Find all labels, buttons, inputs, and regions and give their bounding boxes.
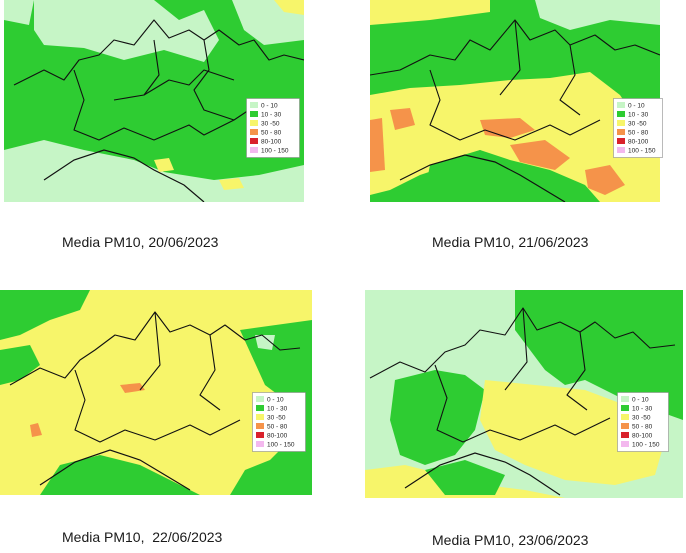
legend-label: 0 - 10 bbox=[628, 103, 645, 110]
legend-label: 30 -50 bbox=[261, 121, 280, 128]
legend-4: 0 - 10 10 - 30 30 -50 50 - 80 80-100 100 - 15… bbox=[617, 392, 669, 452]
caption-4: Media PM10, 23/06/2023 bbox=[432, 532, 589, 548]
legend-label: 80-100 bbox=[261, 139, 282, 146]
legend-2: 0 - 10 10 - 30 30 -50 50 - 80 80-100 100 - 15… bbox=[613, 98, 663, 158]
legend-label: 30 -50 bbox=[267, 415, 286, 422]
pm10-map-2 bbox=[370, 0, 660, 202]
legend-swatch bbox=[617, 138, 625, 144]
legend-label: 10 - 30 bbox=[261, 112, 282, 119]
legend-swatch bbox=[621, 441, 629, 447]
legend-swatch bbox=[256, 396, 264, 402]
legend-swatch bbox=[250, 138, 258, 144]
legend-swatch bbox=[256, 414, 264, 420]
legend-label: 0 - 10 bbox=[632, 397, 649, 404]
legend-3: 0 - 10 10 - 30 30 -50 50 - 80 80-100 100 - 15… bbox=[252, 392, 306, 452]
legend-label: 100 - 150 bbox=[628, 148, 656, 155]
legend-swatch bbox=[621, 423, 629, 429]
legend-swatch bbox=[250, 147, 258, 153]
legend-label: 80-100 bbox=[628, 139, 649, 146]
legend-1: 0 - 10 10 - 30 30 -50 50 - 80 80-100 100 - 15… bbox=[246, 98, 300, 158]
legend-label: 30 -50 bbox=[632, 415, 651, 422]
legend-swatch bbox=[256, 441, 264, 447]
legend-label: 0 - 10 bbox=[261, 103, 278, 110]
legend-entries-2: 0 - 10 10 - 30 30 -50 50 - 80 80-100 100 - 15… bbox=[617, 102, 656, 155]
legend-label: 30 -50 bbox=[628, 121, 647, 128]
legend-label: 50 - 80 bbox=[261, 130, 282, 137]
legend-swatch bbox=[621, 396, 629, 402]
legend-swatch bbox=[250, 120, 258, 126]
legend-swatch bbox=[250, 111, 258, 117]
legend-swatch bbox=[250, 102, 258, 108]
legend-swatch bbox=[256, 432, 264, 438]
legend-swatch bbox=[617, 120, 625, 126]
caption-1: Media PM10, 20/06/2023 bbox=[62, 234, 219, 250]
legend-entries-3: 0 - 10 10 - 30 30 -50 50 - 80 80-100 100 - 15… bbox=[256, 396, 295, 449]
caption-3: Media PM10, 22/06/2023 bbox=[62, 529, 223, 545]
legend-label: 80-100 bbox=[632, 433, 653, 440]
legend-entries-4: 0 - 10 10 - 30 30 -50 50 - 80 80-100 100 - 15… bbox=[621, 396, 660, 449]
legend-label: 10 - 30 bbox=[267, 406, 288, 413]
legend-label: 50 - 80 bbox=[267, 424, 288, 431]
legend-label: 50 - 80 bbox=[632, 424, 653, 431]
legend-swatch bbox=[617, 129, 625, 135]
legend-swatch bbox=[621, 414, 629, 420]
legend-swatch bbox=[621, 432, 629, 438]
legend-swatch bbox=[621, 405, 629, 411]
legend-swatch bbox=[256, 423, 264, 429]
legend-swatch bbox=[617, 147, 625, 153]
legend-label: 50 - 80 bbox=[628, 130, 649, 137]
legend-label: 100 - 150 bbox=[267, 442, 295, 449]
legend-label: 100 - 150 bbox=[632, 442, 660, 449]
legend-label: 0 - 10 bbox=[267, 397, 284, 404]
legend-swatch bbox=[250, 129, 258, 135]
legend-label: 80-100 bbox=[267, 433, 288, 440]
legend-swatch bbox=[256, 405, 264, 411]
caption-2: Media PM10, 21/06/2023 bbox=[432, 234, 589, 250]
legend-label: 100 - 150 bbox=[261, 148, 289, 155]
legend-swatch bbox=[617, 111, 625, 117]
legend-label: 10 - 30 bbox=[628, 112, 649, 119]
legend-entries-1: 0 - 10 10 - 30 30 -50 50 - 80 80-100 100 - 15… bbox=[250, 102, 289, 155]
legend-swatch bbox=[617, 102, 625, 108]
legend-label: 10 - 30 bbox=[632, 406, 653, 413]
